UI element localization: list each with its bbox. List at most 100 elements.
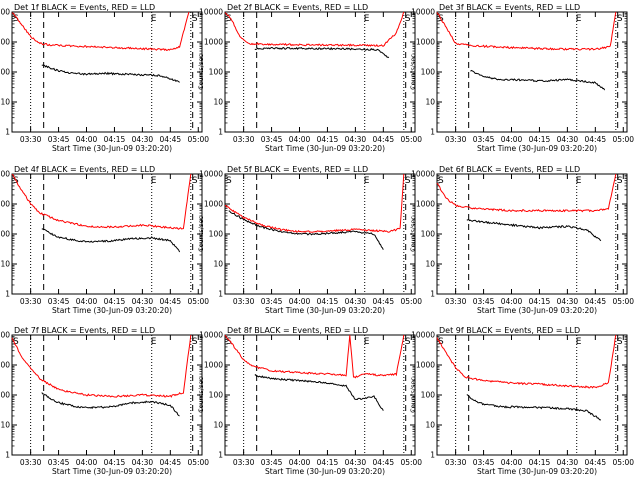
y-tick-label: 100: [421, 391, 436, 400]
y-tick-label: 1000: [416, 38, 435, 47]
start-marker-next: S: [192, 337, 198, 347]
series-line-lld: [224, 173, 405, 233]
y-tick-label: 10: [425, 260, 435, 269]
y-tick-label: 1: [218, 290, 223, 299]
x-tick-label: 04:45: [373, 458, 395, 467]
series-line-lld: [11, 173, 192, 230]
x-axis-label: Start Time (30-Jun-09 03:20:20): [477, 306, 597, 315]
x-tick-label: 04:45: [585, 135, 607, 144]
start-marker-next: S: [192, 176, 198, 186]
series-line-events: [228, 210, 384, 250]
y-tick-label: 10: [213, 421, 223, 430]
x-tick-label: 03:45: [48, 458, 70, 467]
y-tick-label: 10: [213, 98, 223, 107]
x-tick-label: 03:30: [233, 458, 255, 467]
panel-9: Det 9f BLACK = Events, RED = LLD 1 10 100 10…: [409, 326, 634, 476]
plot-frame: [436, 11, 628, 133]
y-tick-label: 1: [5, 290, 10, 299]
y-tick-label: 1: [218, 451, 223, 460]
x-tick-label: 04:00: [76, 135, 98, 144]
y-tick-label: 1000: [204, 361, 223, 370]
series-line-lld: [436, 334, 617, 389]
y-tick-label: 10000: [411, 331, 435, 340]
x-tick-label: 05:00: [400, 297, 422, 306]
start-marker-next: S: [405, 337, 411, 347]
panel-7: Det 7f BLACK = Events, RED = LLD 1 10 100 10…: [0, 326, 209, 476]
start-marker: S: [226, 176, 232, 186]
y-tick-label: 10000: [199, 170, 223, 179]
start-marker: S: [226, 14, 232, 24]
x-tick-label: 05:00: [612, 135, 634, 144]
x-tick-label: 03:30: [20, 297, 42, 306]
start-marker: S: [438, 176, 444, 186]
x-tick-label: 03:30: [233, 135, 255, 144]
x-tick-label: 05:00: [612, 297, 634, 306]
y-tick-label: 10: [0, 421, 10, 430]
series-line-events: [41, 228, 181, 253]
chart-title: Det 9f BLACK = Events, RED = LLD: [439, 326, 580, 335]
series-line-lld: [224, 334, 405, 379]
start-marker-next: S: [192, 14, 198, 24]
x-tick-label: 04:30: [132, 297, 154, 306]
series-line-lld: [11, 11, 190, 51]
y-tick-label: 100: [421, 68, 436, 77]
x-tick-label: 05:00: [400, 135, 422, 144]
end-marker: E: [151, 176, 157, 186]
y-tick-label: 1000: [0, 361, 10, 370]
series-line-events: [41, 64, 180, 83]
y-tick-label: 1: [430, 290, 435, 299]
chart-title: Det 7f BLACK = Events, RED = LLD: [14, 326, 155, 335]
start-marker: S: [13, 14, 19, 24]
x-tick-label: 04:45: [160, 135, 182, 144]
end-marker: E: [576, 14, 582, 24]
y-tick-label: 1: [5, 451, 10, 460]
x-tick-label: 03:30: [20, 135, 42, 144]
x-tick-label: 05:00: [187, 297, 209, 306]
series-line-lld: [224, 11, 405, 47]
y-tick-label: 1: [218, 128, 223, 137]
y-axis-label: Counts/sec: [197, 54, 205, 90]
end-marker: E: [364, 337, 370, 347]
x-axis-label: Start Time (30-Jun-09 03:20:20): [265, 144, 385, 153]
x-axis-label: Start Time (30-Jun-09 03:20:20): [265, 306, 385, 315]
start-marker: S: [226, 337, 232, 347]
x-axis-label: Start Time (30-Jun-09 03:20:20): [265, 467, 385, 476]
start-marker-next: S: [617, 14, 623, 24]
y-tick-label: 100: [421, 230, 436, 239]
y-tick-label: 10000: [411, 170, 435, 179]
y-tick-label: 10000: [199, 8, 223, 17]
plot-frame: [224, 11, 416, 133]
y-tick-label: 100: [209, 391, 224, 400]
chart-title: Det 6f BLACK = Events, RED = LLD: [439, 165, 580, 174]
y-tick-label: 1000: [416, 200, 435, 209]
series-line-events: [470, 69, 606, 91]
y-tick-label: 10000: [199, 331, 223, 340]
x-tick-label: 04:00: [289, 458, 311, 467]
x-tick-label: 04:00: [76, 297, 98, 306]
chart-title: Det 2f BLACK = Events, RED = LLD: [227, 3, 368, 12]
x-tick-label: 04:45: [585, 297, 607, 306]
series-line-lld: [436, 11, 617, 51]
y-tick-label: 10000: [0, 8, 10, 17]
x-tick-label: 03:30: [445, 458, 467, 467]
x-tick-label: 05:00: [400, 458, 422, 467]
start-marker-next: S: [617, 176, 623, 186]
y-tick-label: 1: [5, 128, 10, 137]
y-tick-label: 1: [430, 128, 435, 137]
x-tick-label: 04:30: [345, 135, 367, 144]
x-tick-label: 04:15: [104, 135, 126, 144]
x-tick-label: 03:45: [48, 297, 70, 306]
plot-frame: [11, 11, 203, 133]
x-tick-label: 03:30: [445, 297, 467, 306]
panel-8: Det 8f BLACK = Events, RED = LLD 1 10 100 10…: [197, 326, 422, 476]
x-tick-label: 04:15: [104, 458, 126, 467]
x-tick-label: 04:15: [104, 297, 126, 306]
x-tick-label: 04:00: [76, 458, 98, 467]
y-tick-label: 100: [0, 68, 10, 77]
x-tick-label: 03:45: [261, 458, 283, 467]
x-tick-label: 04:15: [317, 458, 339, 467]
y-tick-label: 100: [209, 68, 224, 77]
x-tick-label: 04:45: [585, 458, 607, 467]
y-tick-label: 100: [0, 230, 10, 239]
